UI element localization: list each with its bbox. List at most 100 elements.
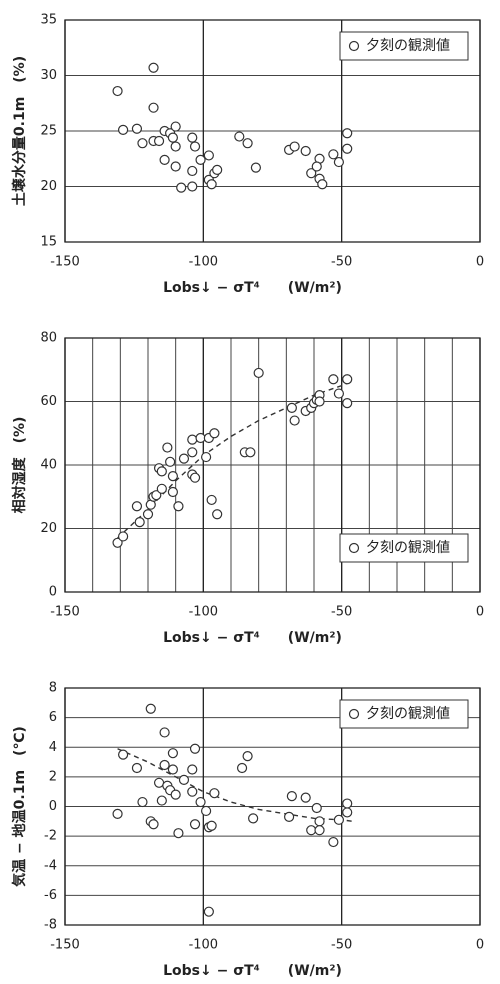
scatter-point: [189, 743, 201, 754]
scatter-point: [242, 751, 253, 762]
scatter-point: [189, 472, 201, 483]
x-tick-label: -50: [331, 938, 352, 953]
scatter-point: [195, 432, 206, 444]
x-tick-label: 0: [476, 255, 484, 270]
y-tick-label: 30: [40, 68, 57, 83]
scatter-point: [286, 402, 297, 413]
scatter-point: [248, 813, 259, 824]
scatter-point: [203, 150, 214, 161]
scatter-point: [189, 141, 201, 152]
y-tick-label: 8: [49, 681, 57, 696]
scatter-point: [187, 786, 198, 797]
x-tick-label: 0: [476, 938, 484, 953]
scatter-point: [131, 762, 143, 774]
y-axis-label: 相対湿度 (%): [11, 417, 28, 514]
scatter-point: [170, 141, 181, 152]
scatter-point: [306, 825, 317, 836]
x-axis-label: Lobs↓ − σT⁴ (W/m²): [163, 280, 342, 296]
scatter-point: [253, 367, 264, 379]
y-tick-label: -6: [44, 888, 57, 903]
scatter-point: [201, 451, 212, 463]
scatter-point: [165, 456, 176, 467]
scatter-point: [134, 517, 145, 528]
y-tick-label: 40: [40, 458, 57, 473]
x-tick-label: -100: [189, 938, 219, 953]
y-tick-label: 6: [49, 710, 57, 725]
scatter-point: [187, 447, 198, 458]
x-axis-label: Lobs↓ − σT⁴ (W/m²): [163, 630, 342, 646]
plot-frame: [64, 19, 481, 243]
scatter-point: [145, 703, 156, 714]
scatter-point: [167, 764, 178, 775]
legend-label: 夕刻の観測値: [366, 705, 450, 722]
trend-line: [117, 748, 353, 823]
x-tick-label: 0: [476, 605, 484, 620]
scatter-point: [187, 764, 198, 775]
x-tick-label: -150: [50, 605, 80, 620]
y-tick-label: 60: [40, 394, 57, 409]
scatter-point: [170, 161, 181, 172]
scatter-point: [250, 162, 261, 173]
scatter-point: [311, 161, 322, 172]
scatter-point: [201, 805, 212, 817]
scatter-point: [187, 434, 198, 445]
scatter-point: [112, 85, 123, 97]
scatter-point: [206, 179, 217, 190]
scatter-point: [167, 748, 178, 759]
x-tick-label: -150: [50, 255, 80, 270]
scatter-point: [333, 814, 344, 825]
x-tick-label: -100: [189, 605, 219, 620]
scatter-point: [178, 774, 190, 785]
scatter-point: [311, 802, 322, 814]
scatter-point: [167, 132, 178, 143]
scatter-point: [300, 792, 311, 803]
x-tick-label: -150: [50, 938, 80, 953]
scatter-point: [236, 762, 248, 774]
scatter-point: [153, 777, 165, 788]
scatter-point: [159, 759, 170, 771]
scatter-point: [176, 182, 187, 193]
scatter-point: [131, 123, 143, 134]
scatter-point: [289, 141, 300, 152]
scatter-point: [117, 749, 129, 760]
y-tick-label: -2: [44, 829, 57, 844]
scatter-point: [167, 486, 178, 498]
scatter-point: [170, 789, 181, 800]
scatter-point: [112, 808, 123, 820]
scatter-point: [314, 825, 325, 836]
y-tick-label: 0: [49, 585, 57, 600]
x-axis-label: Lobs↓ − σT⁴ (W/m²): [163, 963, 342, 979]
y-axis-label: 気温 − 地温0.1m (℃): [11, 726, 28, 887]
y-tick-label: 15: [40, 235, 57, 250]
scatter-point: [314, 816, 325, 827]
scatter-point: [162, 442, 173, 453]
scatter-point: [189, 819, 201, 830]
scatter-point: [170, 121, 181, 132]
y-tick-label: 25: [40, 124, 57, 139]
scatter-point: [117, 124, 129, 135]
x-tick-label: -50: [331, 255, 352, 270]
scatter-point: [306, 168, 317, 179]
legend-label: 夕刻の観測値: [366, 37, 450, 54]
scatter-point: [333, 156, 344, 168]
scatter-point: [131, 501, 143, 512]
y-tick-label: 80: [40, 331, 57, 346]
scatter-point: [148, 102, 159, 113]
x-tick-label: -50: [331, 605, 352, 620]
scatter-point: [137, 796, 148, 808]
y-tick-label: 20: [40, 179, 57, 194]
scatter-point: [328, 149, 339, 160]
y-tick-label: 0: [49, 799, 57, 814]
scatter-point: [167, 471, 178, 482]
scatter-point: [289, 415, 300, 426]
scatter-point: [195, 154, 206, 165]
scatter-point: [148, 62, 159, 73]
legend-box: [339, 31, 469, 61]
scatter-point: [137, 138, 148, 149]
legend-marker: [348, 40, 360, 52]
legend-box: [339, 533, 469, 563]
scatter-point: [156, 483, 167, 494]
y-tick-label: -8: [44, 918, 57, 933]
legend-marker: [348, 708, 360, 720]
